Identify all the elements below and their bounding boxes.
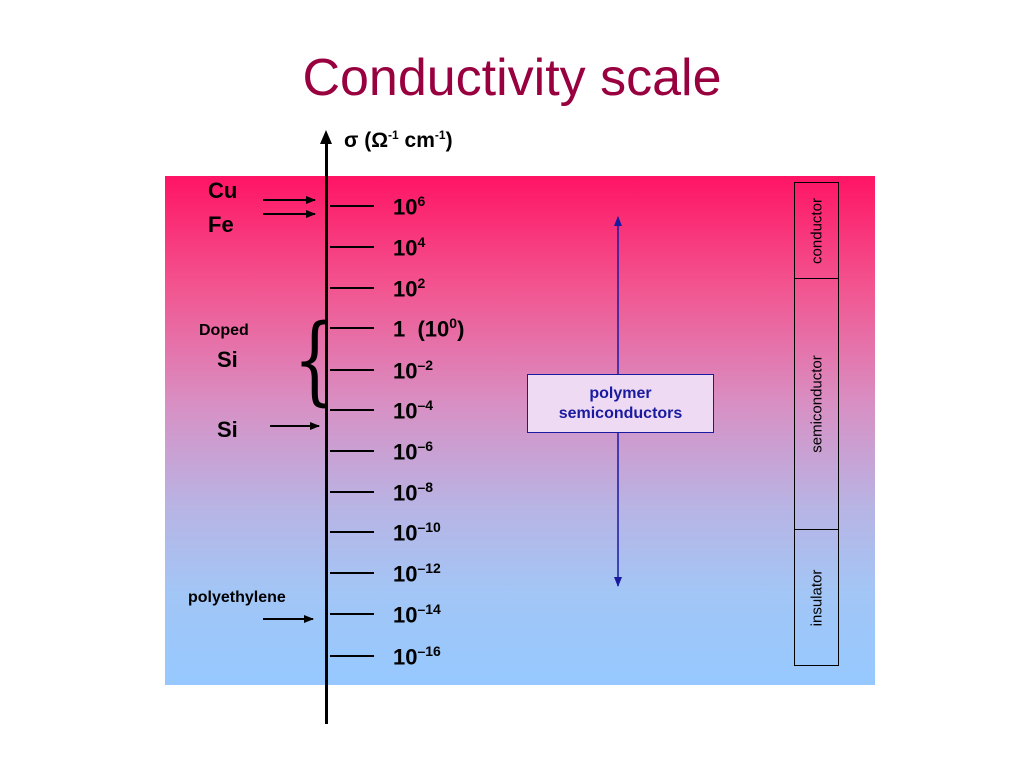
material-label-polyethylene: polyethylene [188, 589, 286, 606]
class-box-conductor: conductor [794, 182, 839, 279]
polymer-semiconductors-box: polymer semiconductors [527, 374, 714, 433]
doped-si-range-brace: { [293, 304, 336, 416]
material-label-cu: Cu [208, 178, 238, 203]
sigma-symbol: σ [344, 129, 359, 152]
material-label-doped: Doped [199, 322, 249, 339]
axis-tick [330, 655, 374, 657]
axis-tick [330, 246, 374, 248]
slide-title: Conductivity scale [302, 49, 722, 107]
tick-label: 1 (100) [393, 315, 465, 342]
tick-label: 104 [393, 234, 426, 261]
axis-tick [330, 327, 374, 329]
axis-tick [330, 287, 374, 289]
tick-label: 10–14 [393, 601, 441, 628]
conductivity-gradient-panel [165, 176, 875, 685]
tick-label: 10–6 [393, 438, 434, 465]
axis-tick [330, 409, 374, 411]
tick-label: 10–10 [393, 519, 441, 546]
polymer-label-line2: semiconductors [558, 404, 683, 422]
class-label-semiconductor: semiconductor [808, 355, 825, 453]
tick-label: 10–12 [393, 560, 441, 587]
tick-label: 106 [393, 193, 426, 220]
axis-tick [330, 613, 374, 615]
axis-tick [330, 491, 374, 493]
tick-label: 102 [393, 275, 426, 302]
axis-tick [330, 450, 374, 452]
material-label-si: Si [217, 417, 238, 442]
axis-tick [330, 531, 374, 533]
axis-tick [330, 205, 374, 207]
class-box-insulator: insulator [794, 529, 839, 666]
axis-tick [330, 572, 374, 574]
tick-label: 10–8 [393, 479, 434, 506]
class-label-insulator: insulator [808, 569, 825, 626]
axis-tick [330, 369, 374, 371]
axis-unit-label: σ (Ω-1 cm-1) [344, 128, 453, 152]
class-box-semiconductor: semiconductor [794, 278, 839, 530]
tick-label: 10–16 [393, 643, 441, 670]
sigma-axis-line [325, 140, 328, 724]
material-label-fe: Fe [208, 212, 234, 237]
tick-label: 10–2 [393, 357, 434, 384]
material-label-doped-si: Si [217, 347, 238, 372]
polymer-label-line1: polymer [589, 384, 652, 402]
class-label-conductor: conductor [808, 197, 825, 264]
axis-up-arrow-icon [320, 130, 332, 144]
tick-label: 10–4 [393, 397, 434, 424]
